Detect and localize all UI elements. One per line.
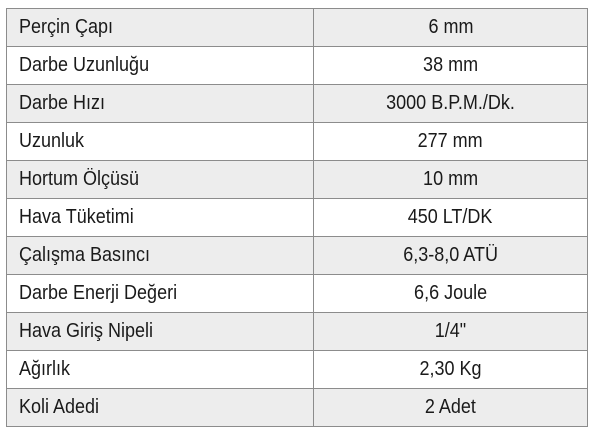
spec-name-cell: Koli Adedi: [6, 388, 314, 427]
spec-name: Darbe Uzunluğu: [19, 54, 150, 76]
spec-value-cell: 38 mm: [313, 46, 588, 85]
table-row: Darbe Hızı 3000 B.P.M./Dk.: [6, 84, 588, 123]
spec-name-cell: Hortum Ölçüsü: [6, 160, 314, 199]
spec-name-cell: Darbe Enerji Değeri: [6, 274, 314, 313]
spec-value: 10 mm: [422, 168, 479, 190]
table-row: Koli Adedi 2 Adet: [6, 388, 588, 427]
table-row: Uzunluk 277 mm: [6, 122, 588, 161]
spec-name: Perçin Çapı: [19, 16, 114, 38]
spec-value: 2,30 Kg: [419, 358, 482, 380]
spec-name: Ağırlık: [19, 358, 71, 380]
table-row: Hortum Ölçüsü 10 mm: [6, 160, 588, 199]
spec-name-cell: Çalışma Basıncı: [6, 236, 314, 275]
spec-value-cell: 6,6 Joule: [313, 274, 588, 313]
spec-name: Çalışma Basıncı: [19, 244, 151, 266]
spec-value-cell: 450 LT/DK: [313, 198, 588, 237]
spec-value-cell: 3000 B.P.M./Dk.: [313, 84, 588, 123]
spec-name: Darbe Enerji Değeri: [19, 282, 178, 304]
spec-name-cell: Darbe Uzunluğu: [6, 46, 314, 85]
spec-value: 2 Adet: [424, 396, 477, 418]
spec-name: Hava Tüketimi: [19, 206, 134, 228]
spec-value: 6,6 Joule: [413, 282, 488, 304]
spec-name-cell: Hava Tüketimi: [6, 198, 314, 237]
spec-value: 1/4": [434, 320, 467, 342]
table-row: Darbe Enerji Değeri 6,6 Joule: [6, 274, 588, 313]
spec-value-cell: 277 mm: [313, 122, 588, 161]
spec-value-cell: 10 mm: [313, 160, 588, 199]
spec-value: 277 mm: [417, 130, 484, 152]
spec-value-cell: 6,3-8,0 ATÜ: [313, 236, 588, 275]
spec-value: 6 mm: [428, 16, 473, 38]
spec-value-cell: 2,30 Kg: [313, 350, 588, 389]
spec-value-cell: 6 mm: [313, 8, 588, 47]
table-row: Ağırlık 2,30 Kg: [6, 350, 588, 389]
spec-name-cell: Uzunluk: [6, 122, 314, 161]
spec-table: Perçin Çapı 6 mm Darbe Uzunluğu 38 mm Darbe …: [6, 8, 588, 427]
spec-value: 3000 B.P.M./Dk.: [386, 92, 515, 114]
spec-name: Uzunluk: [19, 130, 85, 152]
spec-value: 450 LT/DK: [408, 206, 493, 228]
spec-name-cell: Darbe Hızı: [6, 84, 314, 123]
spec-value: 38 mm: [422, 54, 479, 76]
spec-name: Hava Giriş Nipeli: [19, 320, 154, 342]
spec-name-cell: Ağırlık: [6, 350, 314, 389]
spec-name-cell: Hava Giriş Nipeli: [6, 312, 314, 351]
spec-name-cell: Perçin Çapı: [6, 8, 314, 47]
table-row: Çalışma Basıncı 6,3-8,0 ATÜ: [6, 236, 588, 275]
table-row: Hava Tüketimi 450 LT/DK: [6, 198, 588, 237]
spec-value-cell: 1/4": [313, 312, 588, 351]
spec-value-cell: 2 Adet: [313, 388, 588, 427]
table-row: Perçin Çapı 6 mm: [6, 8, 588, 47]
table-row: Hava Giriş Nipeli 1/4": [6, 312, 588, 351]
spec-name: Darbe Hızı: [19, 92, 106, 114]
spec-name: Koli Adedi: [19, 396, 100, 418]
spec-value: 6,3-8,0 ATÜ: [403, 244, 498, 266]
spec-name: Hortum Ölçüsü: [19, 168, 140, 190]
table-body: Perçin Çapı 6 mm Darbe Uzunluğu 38 mm Darbe …: [6, 8, 588, 427]
table-row: Darbe Uzunluğu 38 mm: [6, 46, 588, 85]
